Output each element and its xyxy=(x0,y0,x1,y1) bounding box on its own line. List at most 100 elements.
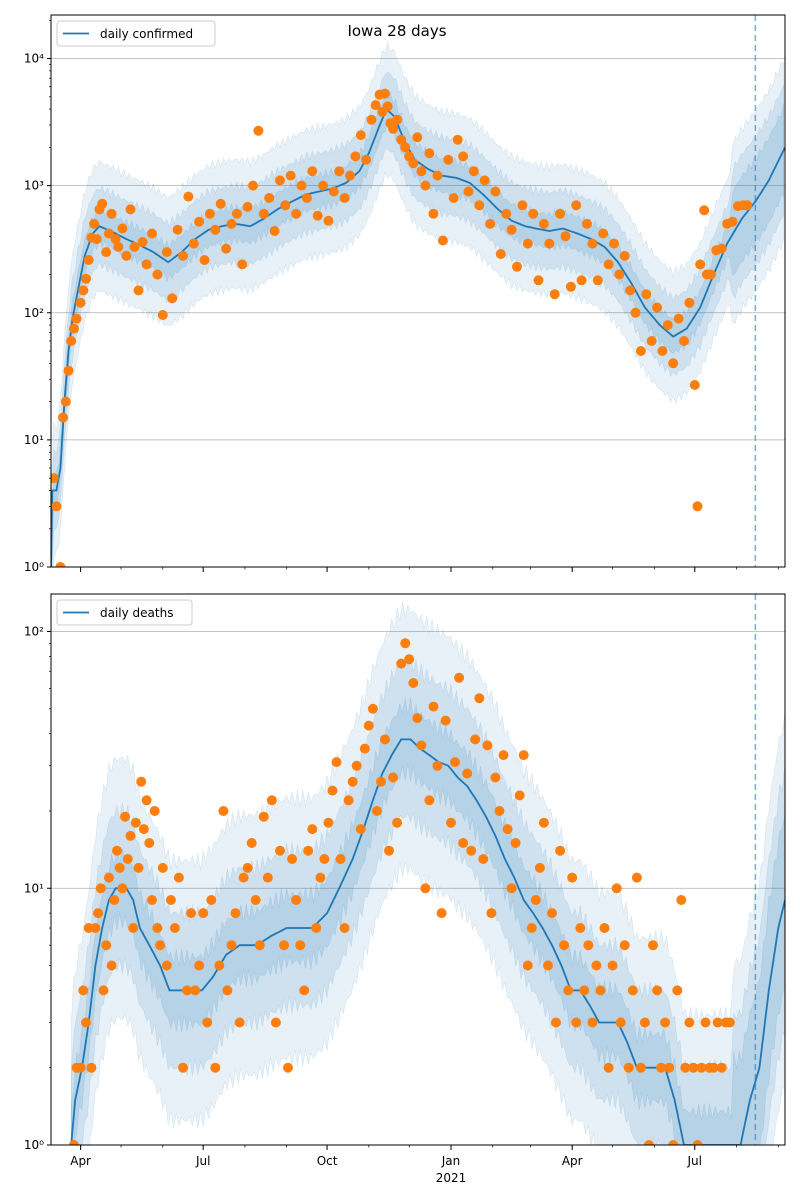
data-point xyxy=(607,960,618,971)
data-point xyxy=(583,940,594,951)
x-tick-label: Jul xyxy=(687,1154,702,1168)
data-point xyxy=(222,985,233,996)
data-point xyxy=(716,1062,727,1073)
data-point xyxy=(526,923,537,933)
data-point xyxy=(98,985,109,996)
data-point xyxy=(226,218,237,229)
data-point xyxy=(81,273,91,284)
data-point xyxy=(466,845,477,856)
axes-frame xyxy=(50,593,786,1146)
data-point xyxy=(161,960,172,971)
data-point xyxy=(679,336,689,346)
data-point xyxy=(367,703,378,714)
data-point xyxy=(528,208,539,219)
data-point xyxy=(182,985,192,996)
data-point xyxy=(648,940,658,951)
data-point xyxy=(242,862,253,873)
data-point xyxy=(283,1062,293,1073)
data-point xyxy=(506,224,517,235)
data-point xyxy=(639,1017,650,1028)
data-point xyxy=(106,208,117,219)
data-point xyxy=(355,824,366,835)
data-point xyxy=(202,1017,213,1028)
data-point xyxy=(400,638,411,649)
data-point xyxy=(66,336,77,346)
data-point xyxy=(684,297,695,308)
data-point xyxy=(75,297,86,308)
data-point xyxy=(533,275,544,286)
data-point xyxy=(109,895,120,905)
data-point xyxy=(474,693,485,704)
confidence-band xyxy=(70,601,785,1145)
data-point xyxy=(248,180,258,191)
data-point xyxy=(587,238,598,249)
data-point xyxy=(128,923,139,933)
x-tick-label: Oct xyxy=(317,1154,338,1168)
data-point xyxy=(428,208,439,219)
data-point xyxy=(122,854,133,864)
data-point xyxy=(152,923,163,933)
data-point xyxy=(275,845,285,856)
data-point xyxy=(270,1017,281,1028)
data-point xyxy=(716,243,727,254)
data-point xyxy=(371,806,382,816)
data-point xyxy=(359,743,370,754)
data-point xyxy=(595,985,606,996)
data-point xyxy=(700,1017,711,1028)
data-point xyxy=(727,216,738,227)
data-point xyxy=(652,302,663,313)
data-point xyxy=(555,208,566,219)
data-point xyxy=(382,101,393,112)
data-point xyxy=(641,289,652,300)
legend: daily deaths xyxy=(56,599,193,626)
data-point xyxy=(319,854,330,864)
data-point xyxy=(161,247,172,258)
data-point xyxy=(631,872,642,883)
data-point xyxy=(547,908,557,919)
data-point xyxy=(657,346,668,356)
data-point xyxy=(512,261,522,272)
data-point xyxy=(510,838,521,848)
data-point xyxy=(95,883,106,894)
data-point xyxy=(167,293,178,304)
data-point xyxy=(78,285,89,296)
data-point xyxy=(598,228,609,239)
data-point xyxy=(339,923,350,933)
data-point xyxy=(376,776,386,787)
data-point xyxy=(91,234,102,245)
y-tick-label: 10¹ xyxy=(24,433,44,447)
data-point xyxy=(458,151,469,162)
data-point xyxy=(416,166,427,177)
data-point xyxy=(178,250,188,261)
data-point xyxy=(183,191,194,202)
data-point xyxy=(392,114,403,125)
data-point xyxy=(110,234,121,245)
data-point xyxy=(51,473,59,484)
data-point xyxy=(692,501,703,512)
data-point xyxy=(396,134,407,145)
data-point xyxy=(567,872,578,883)
legend-box xyxy=(56,20,216,47)
data-point xyxy=(169,923,180,933)
data-point xyxy=(147,895,157,905)
data-point xyxy=(144,838,155,848)
data-point xyxy=(147,228,157,239)
data-point xyxy=(242,201,253,212)
data-point xyxy=(494,806,505,816)
data-point xyxy=(448,193,459,203)
data-point xyxy=(559,940,570,951)
data-point xyxy=(490,772,501,783)
data-point xyxy=(103,872,114,883)
data-point xyxy=(83,255,94,265)
data-point xyxy=(699,205,710,216)
data-point xyxy=(696,1062,707,1073)
data-point xyxy=(275,175,285,186)
data-point xyxy=(279,940,289,951)
data-point xyxy=(635,1062,646,1073)
data-point xyxy=(680,1062,691,1073)
data-point xyxy=(712,1017,723,1028)
data-point xyxy=(408,158,419,169)
data-point xyxy=(384,845,394,856)
data-point xyxy=(609,238,619,249)
